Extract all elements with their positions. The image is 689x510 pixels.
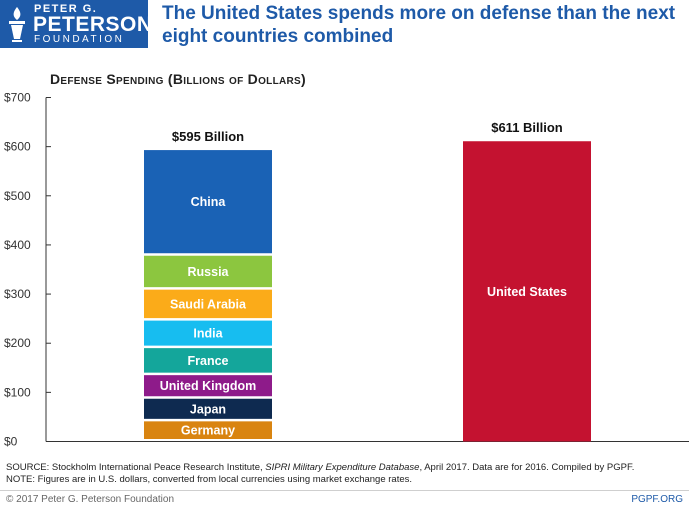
segment-label: France	[188, 354, 229, 368]
chart-title: Defense Spending (Billions of Dollars)	[50, 71, 306, 87]
segment-label: Japan	[190, 402, 226, 416]
y-tick-label: $500	[4, 189, 31, 203]
stacked-segment	[144, 150, 272, 254]
source-prefix: SOURCE: Stockholm International Peace Re…	[6, 462, 263, 473]
torch-logo-icon	[9, 7, 25, 42]
segment-label: United Kingdom	[160, 379, 257, 393]
united-states-bar	[463, 141, 591, 442]
y-tick-label: $700	[4, 91, 31, 105]
copyright: © 2017 Peter G. Peterson Foundation	[6, 494, 175, 505]
stacked-segment	[144, 289, 272, 319]
stacked-segment	[144, 255, 272, 288]
site-link[interactable]: PGPF.ORG	[631, 494, 683, 505]
source-database: SIPRI Military Expenditure Database	[265, 462, 420, 473]
segment-label: India	[193, 327, 223, 341]
logo-line1: PETER G.	[34, 3, 98, 15]
note-line: NOTE: Figures are in U.S. dollars, conve…	[6, 474, 413, 485]
stacked-total-label: $595 Billion	[172, 129, 244, 144]
segment-label: Russia	[188, 265, 230, 279]
source-line: SOURCE: Stockholm International Peace Re…	[6, 462, 686, 474]
logo[interactable]: PETER G. PETERSON FOUNDATION	[0, 0, 152, 48]
headline: The United States spends more on defense…	[162, 3, 676, 47]
united-states-total-label: $611 Billion	[491, 120, 563, 135]
stacked-segment	[144, 320, 272, 346]
y-tick-label: $100	[4, 385, 31, 399]
source-note: SOURCE: Stockholm International Peace Re…	[6, 462, 686, 486]
y-tick-label: $400	[4, 238, 31, 252]
source-suffix: , April 2017. Data are for 2016. Compile…	[419, 462, 635, 473]
segment-label: Saudi Arabia	[170, 297, 247, 311]
footer-divider	[0, 490, 689, 491]
united-states-label: United States	[487, 285, 567, 299]
stacked-segment	[144, 398, 272, 419]
logo-line2: PETERSON	[33, 13, 153, 36]
defense-spending-chart: $0 $100 $200 $300 $400 $500 $600 $700 Germany Jap…	[4, 91, 689, 449]
stacked-segment	[144, 375, 272, 397]
stacked-segment	[144, 348, 272, 373]
logo-line3: FOUNDATION	[34, 34, 125, 45]
segment-label: China	[191, 195, 227, 209]
y-tick-label: $600	[4, 140, 31, 154]
y-tick-label: $200	[4, 336, 31, 350]
y-tick-label: $0	[4, 435, 18, 449]
segment-label: Germany	[181, 424, 235, 438]
stacked-segment	[144, 421, 272, 439]
y-tick-label: $300	[4, 287, 31, 301]
